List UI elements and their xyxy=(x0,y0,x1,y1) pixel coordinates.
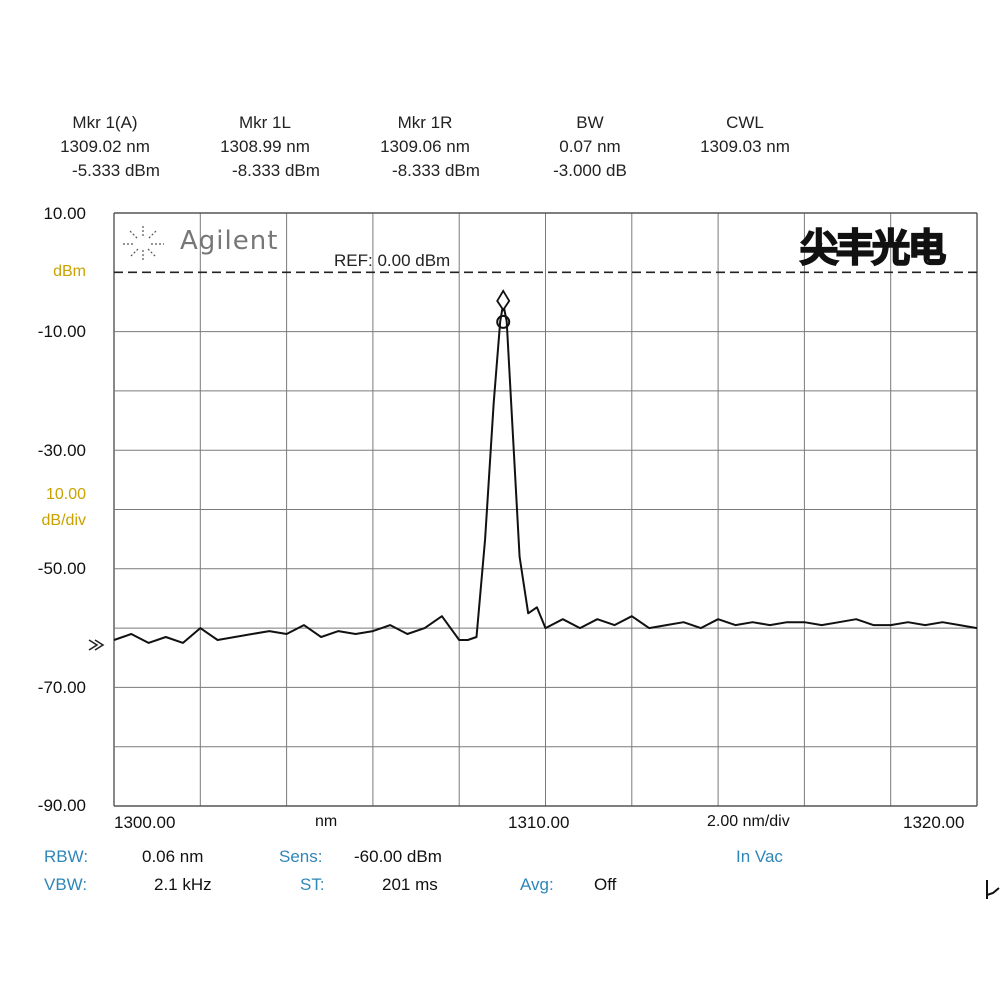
agilent-logo-icon xyxy=(123,226,164,262)
avg-label: Avg: xyxy=(520,875,554,894)
x-tick-1300: 1300.00 xyxy=(114,813,176,832)
vbw-label: VBW: xyxy=(44,875,88,894)
st-value: 201 ms xyxy=(382,875,438,894)
sens-label: Sens: xyxy=(279,847,323,866)
marker-power: -8.333 dBm xyxy=(392,161,480,180)
y-unit-label: dBm xyxy=(53,263,86,280)
agilent-logo-text: Agilent xyxy=(180,226,279,256)
peak-marker-icon xyxy=(496,289,511,329)
marker-readout-bw: BW 0.07 nm -3.000 dB xyxy=(520,111,660,183)
marker-power: -5.333 dBm xyxy=(72,161,160,180)
reference-level-label: REF: 0.00 dBm xyxy=(334,251,451,270)
y-scale-value: 10.00 xyxy=(45,486,86,503)
marker-readout-1a: Mkr 1(A) 1309.02 nm -5.333 dBm xyxy=(30,111,180,183)
marker-readout-1l: Mkr 1L 1308.99 nm -8.333 dBm xyxy=(190,111,340,183)
y-tick-10: 10.00 xyxy=(43,204,86,223)
watermark-text: 尖丰光电 xyxy=(799,225,947,271)
marker-power: -8.333 dBm xyxy=(232,161,320,180)
y-tick-minus30: -30.00 xyxy=(37,441,86,460)
y-tick-minus50: -50.00 xyxy=(37,559,86,578)
bw-value: 0.07 nm xyxy=(559,137,621,156)
x-scale-label: 2.00 nm/div xyxy=(707,813,790,830)
rbw-value: 0.06 nm xyxy=(142,847,204,866)
cwl-value: 1309.03 nm xyxy=(700,137,790,156)
y-tick-minus90: -90.00 xyxy=(37,796,86,815)
sens-value: -60.00 dBm xyxy=(354,847,442,866)
cwl-title: CWL xyxy=(726,113,764,132)
x-tick-1310: 1310.00 xyxy=(508,813,570,832)
bw-title: BW xyxy=(576,113,604,132)
marker-title: Mkr 1R xyxy=(397,113,453,132)
x-tick-1320: 1320.00 xyxy=(903,813,965,832)
y-scale-unit: dB/div xyxy=(41,512,86,529)
x-unit-label: nm xyxy=(315,813,338,830)
marker-wavelength: 1308.99 nm xyxy=(220,137,310,156)
marker-readout-1r: Mkr 1R 1309.06 nm -8.333 dBm xyxy=(350,111,500,183)
bw-level: -3.000 dB xyxy=(553,161,627,180)
medium-label: In Vac xyxy=(736,847,783,866)
marker-title: Mkr 1(A) xyxy=(72,113,138,132)
st-label: ST: xyxy=(300,875,325,894)
spectrum-trace xyxy=(113,302,978,644)
y-tick-minus10: -10.00 xyxy=(37,322,86,341)
marker-wavelength: 1309.02 nm xyxy=(60,137,150,156)
corner-glyph-icon xyxy=(986,880,1000,899)
rbw-label: RBW: xyxy=(44,847,89,866)
marker-wavelength: 1309.06 nm xyxy=(380,137,470,156)
sensitivity-arrow-icon xyxy=(88,639,105,651)
y-tick-minus70: -70.00 xyxy=(37,678,86,697)
plot-grid xyxy=(113,212,978,807)
marker-readout-cwl: CWL 1309.03 nm xyxy=(670,111,820,159)
avg-value: Off xyxy=(594,875,617,894)
vbw-value: 2.1 kHz xyxy=(154,875,212,894)
marker-title: Mkr 1L xyxy=(239,113,291,132)
